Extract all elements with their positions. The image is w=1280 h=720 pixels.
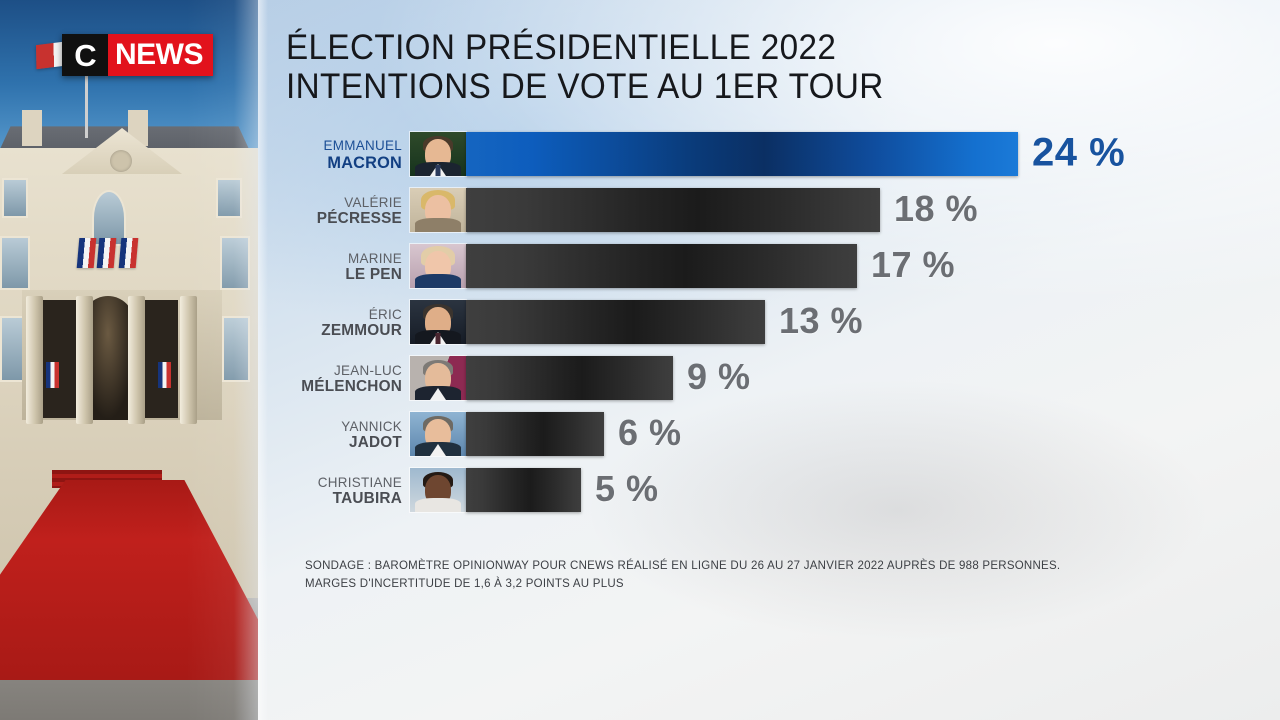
candidate-first-name: ÉRIC	[368, 305, 402, 322]
avatar	[410, 132, 466, 176]
bar-track: 24 %	[466, 130, 1186, 176]
bar-value-label: 6 %	[618, 412, 682, 454]
candidate-last-name: MACRON	[327, 153, 402, 173]
grey-glow	[258, 560, 618, 720]
candidate-last-name: MÉLENCHON	[301, 377, 402, 395]
avatar-suit	[415, 218, 461, 232]
bar-track: 5 %	[466, 468, 1186, 512]
title-line-1: ÉLECTION PRÉSIDENTIELLE 2022	[286, 28, 837, 67]
bar-track: 17 %	[466, 244, 1186, 288]
poll-methodology-note: SONDAGE : BAROMÈTRE OPINIONWAY POUR CNEW…	[305, 558, 1165, 594]
bar-fill	[466, 468, 581, 512]
table-row: EMMANUEL MACRON 24 %	[286, 131, 1186, 187]
bar-fill	[466, 356, 673, 400]
table-row: CHRISTIANE TAUBIRA 5 %	[286, 467, 1186, 523]
table-row: JEAN-LUC MÉLENCHON 9 %	[286, 355, 1186, 411]
avatar-tie	[435, 333, 441, 344]
bar-value-label: 5 %	[595, 468, 659, 510]
bar-track: 6 %	[466, 412, 1186, 456]
candidate-first-name: CHRISTIANE	[317, 473, 402, 490]
logo-news-text: NEWS	[115, 38, 204, 71]
avatar	[410, 412, 466, 456]
backdrop-fade-overlay	[0, 0, 300, 720]
elysee-palace-backdrop	[0, 0, 300, 720]
candidate-name-lepen: MARINE LE PEN	[286, 245, 410, 289]
avatar	[410, 356, 466, 400]
candidate-last-name: TAUBIRA	[332, 489, 402, 507]
logo-c-block: C	[62, 34, 108, 76]
bar-fill	[466, 244, 857, 288]
candidate-last-name: JADOT	[348, 433, 402, 451]
table-row: YANNICK JADOT 6 %	[286, 411, 1186, 467]
page-title: ÉLECTION PRÉSIDENTIELLE 2022 INTENTIONS …	[286, 28, 1006, 106]
candidate-name-melenchon: JEAN-LUC MÉLENCHON	[286, 357, 410, 401]
candidate-last-name: ZEMMOUR	[321, 321, 402, 339]
avatar	[410, 300, 466, 344]
avatar	[410, 244, 466, 288]
table-row: MARINE LE PEN 17 %	[286, 243, 1186, 299]
cnews-logo: C NEWS	[62, 34, 213, 76]
candidate-name-zemmour: ÉRIC ZEMMOUR	[286, 301, 410, 345]
candidate-first-name: JEAN-LUC	[333, 361, 402, 378]
candidate-name-taubira: CHRISTIANE TAUBIRA	[286, 469, 410, 513]
candidate-name-macron: EMMANUEL MACRON	[286, 133, 410, 177]
logo-c-text: C	[74, 37, 96, 73]
candidate-first-name: EMMANUEL	[323, 137, 402, 154]
bar-fill	[466, 132, 1018, 176]
avatar	[410, 468, 466, 512]
bar-track: 18 %	[466, 188, 1186, 232]
bar-fill	[466, 412, 604, 456]
bar-fill	[466, 300, 765, 344]
candidate-last-name: LE PEN	[345, 265, 402, 283]
bar-value-label: 18 %	[894, 188, 979, 230]
candidate-first-name: YANNICK	[341, 417, 402, 434]
avatar-tie	[435, 165, 441, 176]
bar-track: 9 %	[466, 356, 1186, 400]
bar-value-label: 13 %	[779, 300, 864, 342]
avatar-suit	[415, 274, 461, 288]
title-line-2: INTENTIONS DE VOTE AU 1ER TOUR	[286, 67, 884, 107]
bar-value-label: 9 %	[687, 356, 751, 398]
candidate-name-pecresse: VALÉRIE PÉCRESSE	[286, 189, 410, 233]
bar-value-label: 24 %	[1032, 130, 1126, 175]
bar-track: 13 %	[466, 300, 1186, 344]
avatar	[410, 188, 466, 232]
candidate-name-jadot: YANNICK JADOT	[286, 413, 410, 457]
bar-fill	[466, 188, 880, 232]
footnote-line-1: SONDAGE : BAROMÈTRE OPINIONWAY POUR CNEW…	[305, 560, 1061, 572]
candidate-first-name: MARINE	[348, 249, 402, 266]
table-row: VALÉRIE PÉCRESSE 18 %	[286, 187, 1186, 243]
candidate-last-name: PÉCRESSE	[316, 209, 402, 227]
panel-left-edge	[258, 0, 268, 720]
bar-value-label: 17 %	[871, 244, 956, 286]
candidate-first-name: VALÉRIE	[344, 193, 402, 210]
footnote-line-2: MARGES D'INCERTITUDE DE 1,6 À 3,2 POINTS…	[305, 577, 624, 590]
avatar-suit	[415, 498, 461, 512]
table-row: ÉRIC ZEMMOUR 13 %	[286, 299, 1186, 355]
panel-soft-shadow	[588, 380, 1208, 640]
poll-bar-chart: EMMANUEL MACRON 24 % VALÉRIE PÉCRESSE	[286, 131, 1186, 523]
logo-news-block: NEWS	[108, 34, 213, 76]
